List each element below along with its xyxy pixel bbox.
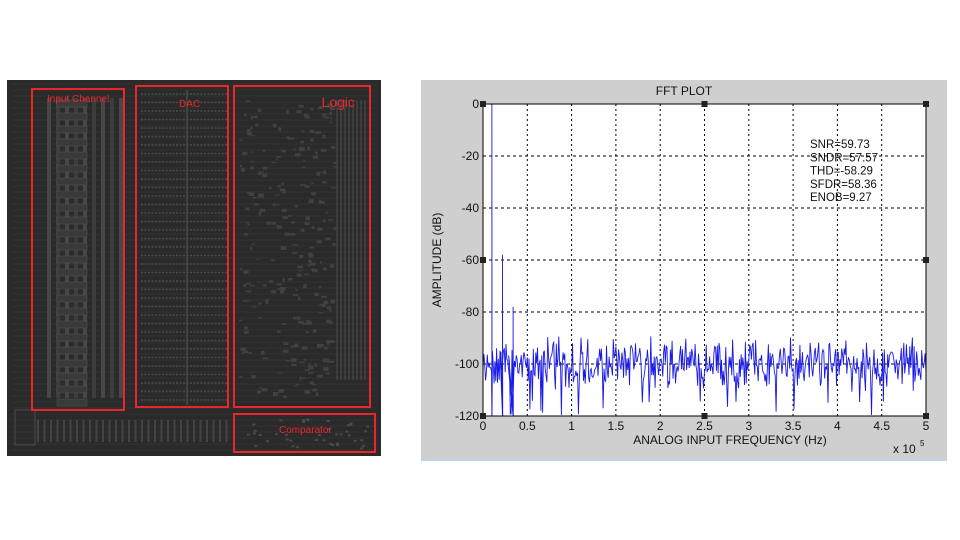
- selection-handle: [480, 257, 486, 263]
- y-tick-label: -20: [462, 149, 480, 163]
- fft-plot-canvas: FFT PLOT ANALOG INPUT FREQUENCY (Hz) AMP…: [430, 84, 930, 456]
- y-tick-label: -60: [462, 253, 480, 267]
- chip-traces: [11, 83, 377, 451]
- selection-handle: [923, 101, 929, 107]
- selection-handle: [480, 413, 486, 419]
- y-tick-label: -120: [455, 409, 479, 423]
- x-multiplier-label: x 10: [893, 442, 916, 456]
- x-tick-label: 0: [480, 419, 487, 433]
- y-tick-label: -100: [455, 357, 479, 371]
- region-logic: Logic: [233, 85, 371, 408]
- x-tick-label: 2.5: [696, 419, 713, 433]
- y-tick-label: -40: [462, 201, 480, 215]
- x-multiplier-exponent: 5: [920, 439, 925, 448]
- stat-snr: SNR=59.73: [810, 139, 870, 151]
- selection-handle: [923, 257, 929, 263]
- stat-thd: THD=-58.29: [810, 166, 873, 178]
- x-tick-label: 5: [923, 419, 930, 433]
- region-label-input-channel: Input Channel: [47, 94, 110, 105]
- fft-plot-figure: FFT PLOT ANALOG INPUT FREQUENCY (Hz) AMP…: [421, 80, 947, 461]
- x-axis-label: ANALOG INPUT FREQUENCY (Hz): [633, 433, 827, 447]
- region-label-comparator: Comparator: [279, 425, 332, 436]
- selection-handle: [480, 101, 486, 107]
- stat-sfdr: SFDR=58.36: [810, 179, 877, 191]
- region-comparator: Comparator: [233, 413, 376, 453]
- x-tick-label: 3: [745, 419, 752, 433]
- stat-sndr: SNDR=57.57: [810, 152, 878, 164]
- x-tick-label: 4.5: [873, 419, 890, 433]
- selection-handle: [701, 101, 708, 107]
- region-label-logic: Logic: [321, 94, 355, 110]
- chip-layout-image: Input Channel DAC Logic Comparator: [7, 80, 381, 456]
- selection-handle: [923, 413, 929, 419]
- y-tick-label: -80: [462, 305, 480, 319]
- x-tick-label: 0.5: [519, 419, 536, 433]
- selection-handle: [701, 413, 708, 419]
- y-tick-label: 0: [472, 97, 479, 111]
- x-tick-label: 2: [657, 419, 664, 433]
- region-label-dac: DAC: [179, 99, 201, 110]
- spectrum-line: [482, 103, 927, 417]
- x-tick-label: 4: [834, 419, 841, 433]
- chart-title: FFT PLOT: [656, 84, 713, 98]
- region-input-channel: Input Channel: [31, 88, 125, 411]
- x-tick-label: 3.5: [785, 419, 802, 433]
- x-tick-label: 1.5: [608, 419, 625, 433]
- y-axis-label: AMPLITUDE (dB): [430, 213, 444, 308]
- x-tick-label: 1: [568, 419, 575, 433]
- stat-enob: ENOB=9.27: [810, 192, 872, 204]
- region-dac: DAC: [135, 85, 229, 408]
